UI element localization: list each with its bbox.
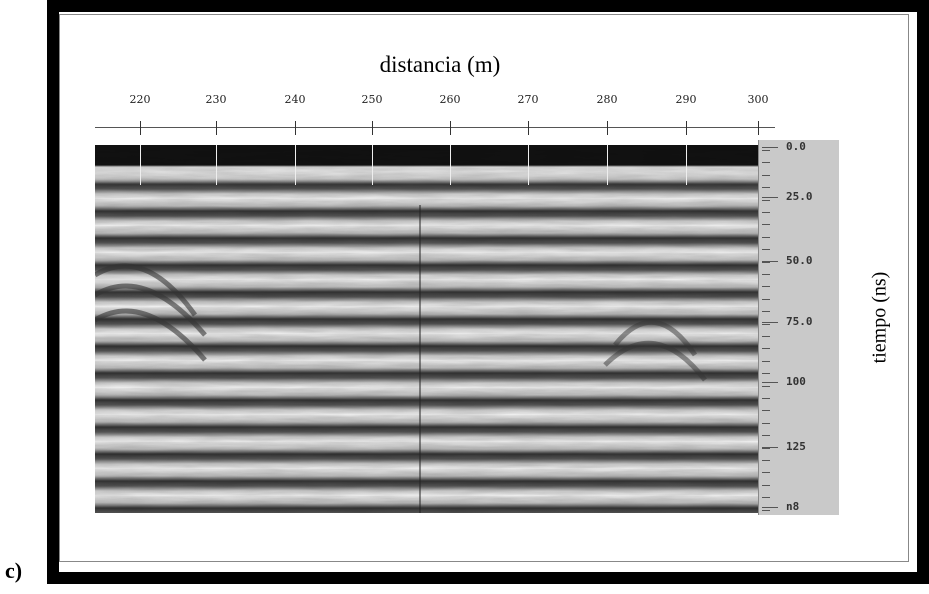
y-minor-tick	[762, 336, 770, 337]
trace-marker	[216, 145, 217, 185]
x-tick	[140, 121, 141, 135]
y-minor-tick	[762, 187, 770, 189]
y-minor-tick	[762, 410, 770, 412]
y-tick-label: 50.0	[786, 254, 813, 267]
y-minor-tick	[762, 311, 770, 313]
y-tick	[762, 147, 778, 148]
trace-marker	[295, 145, 296, 185]
x-tick-label: 220	[129, 93, 151, 106]
radargram-texture	[95, 145, 758, 513]
x-tick	[216, 121, 217, 135]
y-minor-tick	[762, 360, 770, 362]
y-axis-title: tiempo (ns)	[868, 271, 891, 364]
y-minor-tick	[762, 398, 770, 399]
trace-marker	[372, 145, 373, 185]
x-tick-label: 300	[747, 93, 769, 106]
y-tick	[762, 261, 778, 262]
y-tick	[762, 197, 778, 198]
y-minor-tick	[762, 385, 770, 387]
y-tick	[762, 447, 778, 448]
x-tick	[686, 121, 687, 135]
x-tick-label: 240	[284, 93, 306, 106]
y-minor-tick	[762, 509, 770, 511]
y-tick-label: 125	[786, 440, 806, 453]
y-minor-tick	[762, 460, 770, 461]
trace-marker	[140, 145, 141, 185]
y-minor-tick	[762, 422, 770, 424]
y-tick	[762, 507, 778, 508]
y-minor-tick	[762, 286, 770, 288]
y-minor-tick	[762, 261, 770, 263]
trace-marker	[686, 145, 687, 185]
y-minor-tick	[762, 298, 770, 300]
trace-marker	[450, 145, 451, 185]
y-minor-tick	[762, 199, 770, 201]
trace-marker	[607, 145, 608, 185]
x-tick	[295, 121, 296, 135]
panel-label: c)	[5, 558, 23, 583]
y-tick	[762, 322, 778, 323]
y-minor-tick	[762, 497, 770, 499]
y-tick-label: 100	[786, 375, 806, 388]
x-tick-label: 290	[675, 93, 697, 106]
y-minor-tick	[762, 274, 770, 275]
y-minor-tick	[762, 162, 770, 164]
x-tick-label: 230	[205, 93, 227, 106]
x-tick-label: 260	[439, 93, 461, 106]
y-tick-label: n8	[786, 500, 800, 513]
y-minor-tick	[762, 323, 770, 325]
y-minor-tick	[762, 373, 770, 375]
x-axis-line	[95, 127, 775, 128]
y-minor-tick	[762, 484, 770, 486]
y-minor-tick	[762, 174, 770, 176]
time-scale	[758, 140, 839, 515]
x-tick	[372, 121, 373, 135]
y-minor-tick	[762, 435, 770, 437]
y-minor-tick	[762, 212, 770, 213]
y-minor-tick	[762, 249, 770, 251]
y-minor-tick	[762, 224, 770, 226]
x-tick	[528, 121, 529, 135]
inner-border	[59, 14, 909, 562]
y-tick-label: 75.0	[786, 315, 813, 328]
x-tick-label: 250	[361, 93, 383, 106]
x-tick	[450, 121, 451, 135]
y-minor-tick	[762, 348, 770, 350]
y-minor-tick	[762, 447, 770, 449]
y-tick	[762, 382, 778, 383]
x-axis-title: distancia (m)	[379, 52, 501, 77]
y-tick-label: 25.0	[786, 190, 813, 203]
trace-marker	[528, 145, 529, 185]
x-tick	[607, 121, 608, 135]
x-tick	[758, 121, 759, 135]
y-tick-label: 0.0	[786, 140, 806, 153]
y-minor-tick	[762, 472, 770, 474]
x-tick-label: 270	[517, 93, 539, 106]
y-minor-tick	[762, 236, 770, 238]
x-tick-label: 280	[596, 93, 618, 106]
y-minor-tick	[762, 150, 770, 151]
